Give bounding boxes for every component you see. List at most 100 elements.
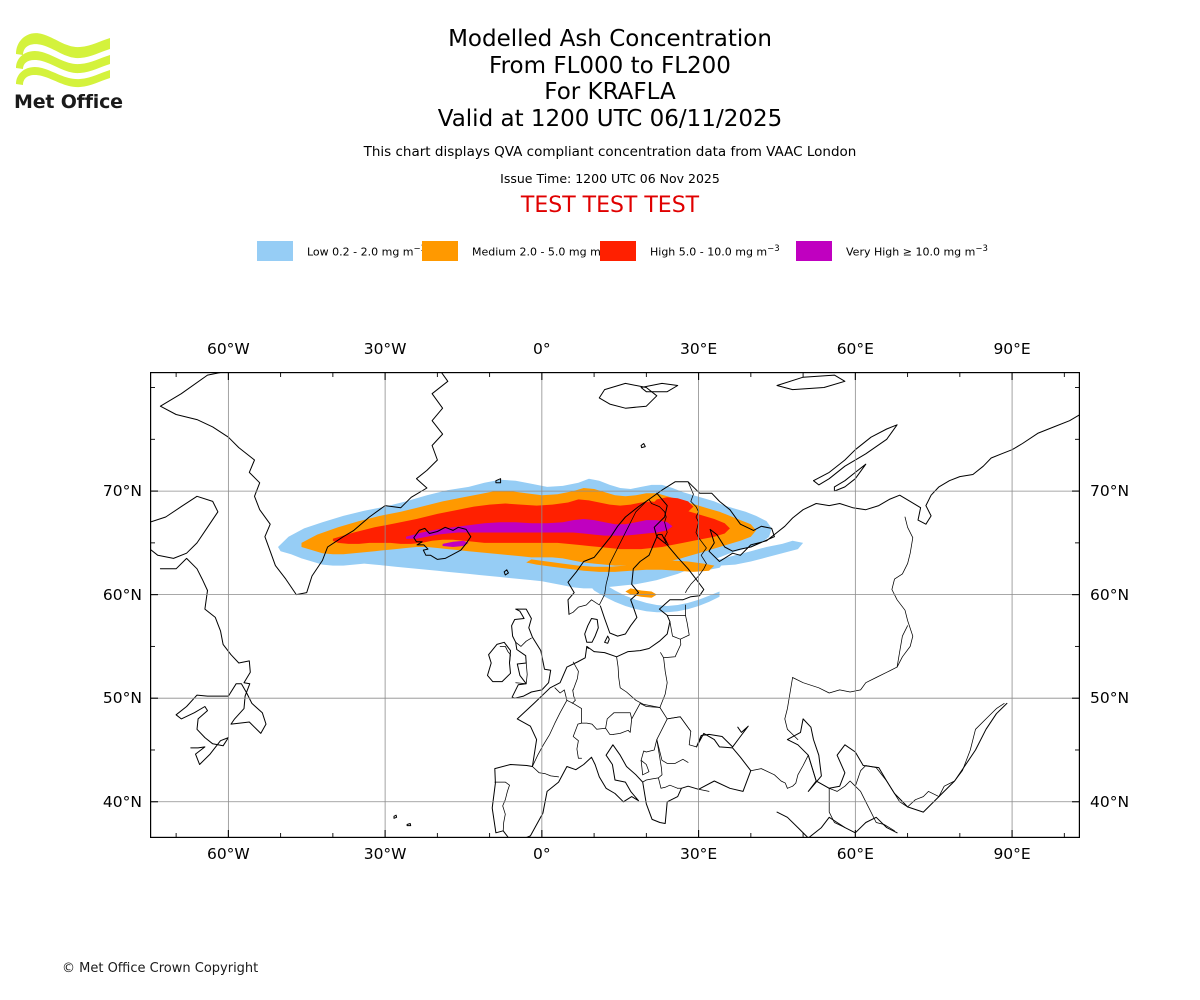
country-border-path (515, 637, 532, 647)
ash-plume-layer (278, 478, 804, 613)
legend-label-high: High 5.0 - 10.0 mg m−3 (650, 244, 780, 259)
country-border-path (938, 703, 1005, 797)
coastline-path (516, 645, 595, 767)
graticule-layer (150, 372, 1080, 838)
legend-label-low: Low 0.2 - 2.0 mg m−3 (307, 244, 427, 259)
coastline-path (491, 725, 752, 838)
legend-swatch-very-high (796, 241, 832, 261)
axis-label-lon-bottom-3: 30°E (679, 845, 718, 863)
country-border-path (568, 499, 650, 615)
coastline-path (833, 463, 867, 492)
copyright-notice: © Met Office Crown Copyright (62, 961, 259, 976)
country-border-path (640, 716, 692, 776)
coastline-path (584, 618, 599, 643)
axis-label-lon-top-0: 60°W (206, 340, 250, 358)
legend-swatch-high (600, 241, 636, 261)
axis-label-lat-left-2: 50°N (102, 689, 142, 708)
coastline-path (159, 557, 208, 591)
country-border-path (532, 766, 559, 778)
coastline-path (776, 374, 846, 391)
ash-contour-veryhigh (442, 540, 469, 547)
coastline-path (511, 608, 552, 699)
page-title-line-3: For KRAFLA (544, 79, 676, 105)
coastline-path (159, 372, 449, 596)
country-border-path (572, 661, 579, 691)
axis-label-lon-bottom-1: 30°W (363, 845, 407, 863)
ash-contour-low (719, 540, 804, 566)
coastline-path (150, 495, 219, 559)
coastline-path (503, 569, 509, 576)
coastline-path (495, 478, 502, 484)
country-border-path (663, 621, 682, 659)
country-border-path (896, 625, 908, 668)
country-border-path (581, 722, 614, 735)
test-banner: TEST TEST TEST (520, 193, 700, 218)
legend-item-low: Low 0.2 - 2.0 mg m−3 (257, 240, 426, 262)
met-office-logo: Met Office (14, 28, 124, 113)
coastline-path (406, 823, 412, 827)
coastline-path (598, 382, 658, 409)
legend-item-very-high: Very High ≥ 10.0 mg m−3 (796, 240, 988, 262)
ash-contour-medium (625, 588, 657, 598)
axis-label-lat-left-3: 40°N (102, 792, 142, 811)
country-border-path (828, 780, 895, 832)
axis-label-lat-right-1: 60°N (1090, 585, 1130, 604)
country-border-path (640, 759, 650, 776)
country-border-path (658, 777, 679, 789)
page-title-line-4: Valid at 1200 UTC 06/11/2025 (437, 105, 783, 132)
axis-label-lon-bottom-4: 60°E (836, 845, 874, 863)
country-border-path (554, 687, 568, 701)
met-office-wordmark: Met Office (14, 91, 123, 113)
axis-label-lat-left-0: 70°N (102, 482, 142, 501)
country-border-path (515, 662, 528, 685)
page-title-line-1: Modelled Ash Concentration (448, 26, 772, 52)
coastline-path (413, 526, 472, 560)
coastline-path (640, 382, 679, 393)
coastline-path (640, 443, 646, 449)
coastline-path (604, 635, 610, 644)
coastline-path (175, 590, 267, 765)
ash-contour-low (588, 579, 720, 613)
country-border-path (494, 781, 510, 832)
country-border-path (679, 604, 690, 640)
country-border-path (616, 652, 668, 708)
concentration-legend: Low 0.2 - 2.0 mg m−3 Medium 2.0 - 5.0 mg … (150, 240, 1080, 262)
country-border-path (784, 677, 799, 740)
map-canvas (150, 372, 1080, 838)
map-background (150, 372, 1080, 838)
legend-item-high: High 5.0 - 10.0 mg m−3 (600, 240, 780, 262)
coastline-path (599, 534, 667, 637)
coastline-layer (150, 372, 1080, 838)
country-border-path (750, 768, 788, 789)
map-frame (150, 372, 1080, 838)
country-border-path (807, 754, 830, 789)
coastline-path (487, 641, 511, 683)
met-office-waves-icon (16, 33, 110, 88)
axis-label-lon-bottom-2: 0° (533, 845, 551, 863)
ash-contour-veryhigh (406, 519, 673, 539)
coastline-path (776, 811, 898, 838)
chart-header: Modelled Ash Concentration From FL000 to… (130, 26, 1090, 219)
country-border-path (648, 499, 669, 546)
chart-subtitle: This chart displays QVA compliant concen… (363, 144, 857, 160)
axis-label-lat-right-2: 50°N (1090, 689, 1130, 708)
country-border-path (828, 787, 846, 828)
coastline-path (813, 424, 898, 486)
page-title-line-2: From FL000 to FL200 (489, 52, 731, 79)
axis-label-lon-top-4: 60°E (836, 340, 874, 358)
coastline-path (786, 718, 822, 792)
axis-label-lon-top-1: 30°W (363, 340, 407, 358)
axis-label-lon-top-2: 0° (533, 340, 551, 358)
country-border-path (642, 739, 663, 783)
legend-swatch-medium (422, 241, 458, 261)
country-border-path (605, 712, 633, 729)
country-border-path (499, 646, 511, 664)
axis-label-lat-right-3: 40°N (1090, 792, 1130, 811)
axis-label-lat-right-0: 70°N (1090, 482, 1130, 501)
legend-item-medium: Medium 2.0 - 5.0 mg m−3 (422, 240, 613, 262)
coastline-path (567, 414, 1080, 615)
axis-label-lon-bottom-5: 90°E (993, 845, 1031, 863)
country-border-path (792, 516, 914, 694)
ash-concentration-map (150, 372, 1080, 838)
country-border-path (656, 739, 689, 764)
